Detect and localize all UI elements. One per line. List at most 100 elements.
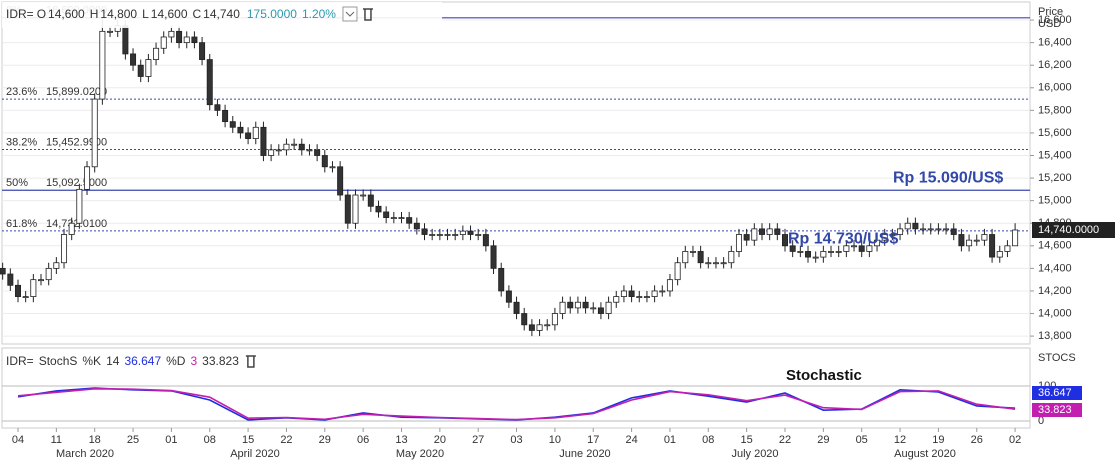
candle-body bbox=[99, 30, 106, 100]
candle-body bbox=[38, 279, 45, 282]
trash-icon[interactable] bbox=[245, 355, 256, 368]
dropdown[interactable] bbox=[342, 6, 358, 22]
candle-body bbox=[782, 234, 789, 247]
annotation: Rp 15.090/US$ bbox=[893, 170, 1003, 187]
stoch-tick-label: 0 bbox=[1038, 415, 1044, 427]
x-tick-label: 15 bbox=[242, 434, 254, 446]
stoch-header: %K bbox=[82, 354, 101, 368]
stoch-header: 14 bbox=[106, 354, 120, 368]
y-tick-label: 13,800 bbox=[1038, 330, 1072, 342]
field-key: C bbox=[193, 7, 202, 21]
y-tick-label: 15,000 bbox=[1038, 195, 1072, 207]
x-tick-label: 29 bbox=[319, 434, 331, 446]
candle-body bbox=[735, 234, 742, 252]
stoch-line bbox=[17, 387, 1016, 421]
x-tick-label: 29 bbox=[817, 434, 829, 446]
x-tick-label: 04 bbox=[12, 434, 24, 446]
candle-body bbox=[176, 30, 183, 44]
candle-body bbox=[528, 324, 535, 331]
field-value: 14,800 bbox=[100, 7, 137, 21]
candle-body bbox=[981, 234, 988, 241]
change-pct: 1.20% bbox=[302, 7, 336, 21]
candle-body bbox=[743, 234, 750, 241]
candle-body bbox=[605, 301, 612, 314]
last-price-box bbox=[1032, 222, 1115, 238]
candle-body bbox=[958, 234, 965, 247]
marks bbox=[0, 17, 1019, 421]
fib-value-label: 14,732.0100 bbox=[46, 218, 107, 230]
candle-body bbox=[137, 64, 144, 77]
candle-body bbox=[360, 194, 367, 197]
candle-body bbox=[866, 245, 873, 252]
candle-body bbox=[927, 228, 934, 231]
candle-body bbox=[337, 166, 344, 196]
candle-body bbox=[329, 166, 336, 169]
candle-body bbox=[467, 230, 474, 235]
header: IDR= O 14,600 H 14,800 L 14,600 C 14,740 175.0000… bbox=[6, 6, 373, 22]
candle-body bbox=[912, 222, 919, 230]
candle-body bbox=[659, 290, 666, 293]
candle-body bbox=[429, 234, 436, 236]
candle-body bbox=[7, 273, 14, 286]
candle-body bbox=[145, 59, 152, 77]
candle-body bbox=[858, 245, 865, 252]
stoch-header: IDR= bbox=[6, 354, 34, 368]
candle-body bbox=[252, 126, 259, 139]
fib-value-label: 15,452.9900 bbox=[46, 136, 107, 148]
candle-body bbox=[536, 324, 543, 331]
candle-body bbox=[122, 25, 129, 55]
change: 175.0000 bbox=[247, 7, 297, 21]
candle-body bbox=[613, 296, 620, 303]
candle-body bbox=[183, 36, 190, 44]
last-price-label: 14,740.0000 bbox=[1038, 224, 1099, 236]
grid: 13,800 14,000 14,200 14,400 14,600 14,800 15,0… bbox=[2, 5, 1076, 460]
field-value: 14,600 bbox=[48, 7, 85, 21]
candle-body bbox=[789, 245, 796, 252]
candle-body bbox=[567, 301, 574, 309]
candle-body bbox=[505, 290, 512, 303]
candle-body bbox=[758, 228, 765, 235]
x-tick-label: 01 bbox=[664, 434, 676, 446]
candle-body bbox=[153, 47, 160, 60]
x-tick-label: 22 bbox=[779, 434, 791, 446]
fib-label: 61.8% bbox=[6, 218, 37, 230]
candle-body bbox=[582, 301, 589, 309]
trash-icon[interactable] bbox=[362, 8, 373, 21]
candle-body bbox=[805, 251, 812, 258]
candle-body bbox=[989, 234, 996, 258]
candle-body bbox=[597, 307, 604, 314]
candle-body bbox=[712, 262, 719, 265]
candle-body bbox=[214, 104, 221, 111]
y-tick-label: 16,600 bbox=[1038, 14, 1072, 26]
candle-body bbox=[636, 296, 643, 298]
field-value: 14,740 bbox=[203, 7, 240, 21]
x-tick-label: 06 bbox=[357, 434, 369, 446]
header-bg bbox=[2, 2, 442, 28]
x-tick-label: 26 bbox=[971, 434, 983, 446]
candle-body bbox=[766, 228, 773, 235]
candle-body bbox=[966, 239, 973, 247]
annotation: Rp 14.730/US$ bbox=[788, 230, 898, 247]
y-tick-label: 15,800 bbox=[1038, 104, 1072, 116]
candle-body bbox=[828, 251, 835, 253]
candle-body bbox=[674, 262, 681, 281]
candle-body bbox=[459, 230, 466, 235]
candle-body bbox=[705, 262, 712, 265]
candle-body bbox=[851, 245, 858, 248]
month-label: July 2020 bbox=[731, 448, 778, 460]
candle-body bbox=[130, 53, 137, 66]
candle-body bbox=[199, 42, 206, 60]
candle-body bbox=[383, 211, 390, 218]
candle-body bbox=[22, 296, 29, 298]
x-tick-label: 22 bbox=[280, 434, 292, 446]
field-value: 14,600 bbox=[151, 7, 188, 21]
candle-body bbox=[375, 205, 382, 213]
x-tick-label: 13 bbox=[395, 434, 407, 446]
overlay: 14,740.0000 Rp 15.090/US$ Rp 14.730/US$ Sto… bbox=[3, 170, 1115, 417]
candle-body bbox=[53, 262, 60, 269]
candle-body bbox=[76, 188, 83, 224]
field-key: O bbox=[37, 7, 46, 21]
candle-body bbox=[237, 126, 244, 134]
fib-label: 50% bbox=[6, 177, 28, 189]
candle-body bbox=[306, 149, 313, 152]
